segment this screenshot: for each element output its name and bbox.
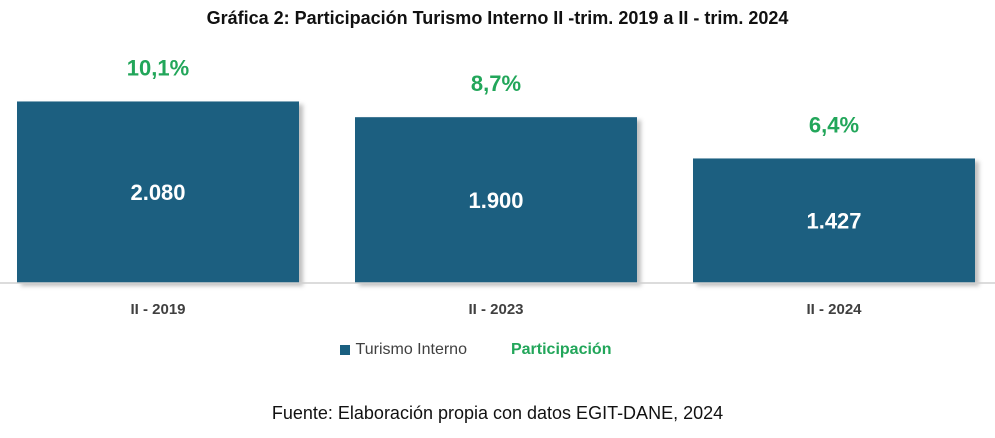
source-note: Fuente: Elaboración propia con datos EGI…: [271, 403, 724, 423]
x-tick-label: II - 2019: [130, 301, 185, 318]
legend-swatch-turismo-interno: [339, 345, 350, 355]
legend: Turismo Interno Participación: [0, 341, 995, 359]
legend-label-participacion: Participación: [510, 341, 612, 358]
x-tick-label: II - 2023: [468, 301, 523, 318]
chart-title: Gráfica 2: Participación Turismo Interno…: [206, 8, 789, 28]
legend-item-turismo-interno: Turismo Interno: [339, 341, 467, 359]
participacion-label: 6,4%: [809, 112, 859, 137]
bars-layer: [17, 101, 975, 284]
bar-chart: 2.080 10,1% II - 2019 1.900 8,7% II - 2023 1.4…: [0, 55, 995, 318]
labels-layer: 2.080 10,1% II - 2019 1.900 8,7% II - 2023 1.4…: [127, 55, 862, 318]
participacion-label: 10,1%: [127, 55, 189, 80]
legend-item-participacion: Participación: [511, 341, 611, 359]
participacion-label: 8,7%: [471, 71, 521, 96]
bar-ii-2023: [355, 117, 637, 283]
x-tick-label: II - 2024: [806, 301, 862, 318]
bar-ii-2024: [693, 158, 975, 283]
bar-value-label: 2.080: [130, 180, 185, 205]
legend-label-turismo-interno: Turismo Interno: [355, 341, 467, 358]
bar-value-label: 1.427: [806, 209, 861, 234]
bar-value-label: 1.900: [468, 188, 523, 213]
bar-ii-2019: [17, 101, 299, 284]
